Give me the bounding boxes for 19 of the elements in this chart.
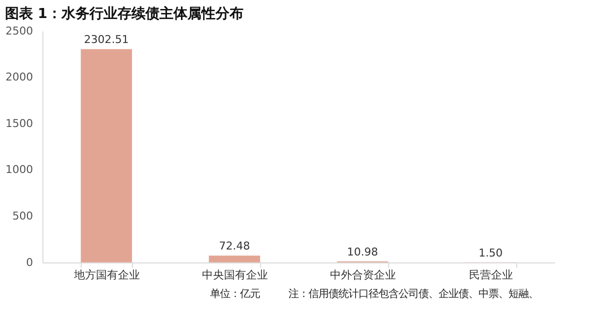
text: 单位：亿元 bbox=[210, 288, 260, 300]
chart-title: 图表 1：水务行业存续债主体属性分布 bbox=[4, 5, 244, 22]
y-tick-label: 2000 bbox=[5, 70, 34, 84]
data-label: 2302.51 bbox=[84, 33, 129, 46]
y-tick-label: 500 bbox=[12, 209, 34, 222]
x-tick-label: 地方国有企业 bbox=[72, 268, 140, 282]
data-label: 72.48 bbox=[218, 240, 250, 253]
y-tick-label: 1000 bbox=[5, 163, 34, 176]
y-tick-label: 0 bbox=[26, 256, 34, 269]
x-tick-label: 中外合资企业 bbox=[330, 268, 396, 282]
text: 注：信用债统计口径包含公司债、企业债、中票、短融、 bbox=[288, 288, 539, 300]
x-tick-label: 中央国有企业 bbox=[202, 268, 268, 282]
y-tick-label: 2500 bbox=[5, 24, 34, 38]
x-tick-label: 民营企业 bbox=[469, 268, 514, 282]
bar bbox=[80, 49, 132, 262]
bar bbox=[208, 256, 260, 262]
y-tick-label: 1500 bbox=[5, 116, 34, 130]
data-label: 10.98 bbox=[347, 245, 378, 258]
data-label: 1.50 bbox=[478, 246, 503, 260]
